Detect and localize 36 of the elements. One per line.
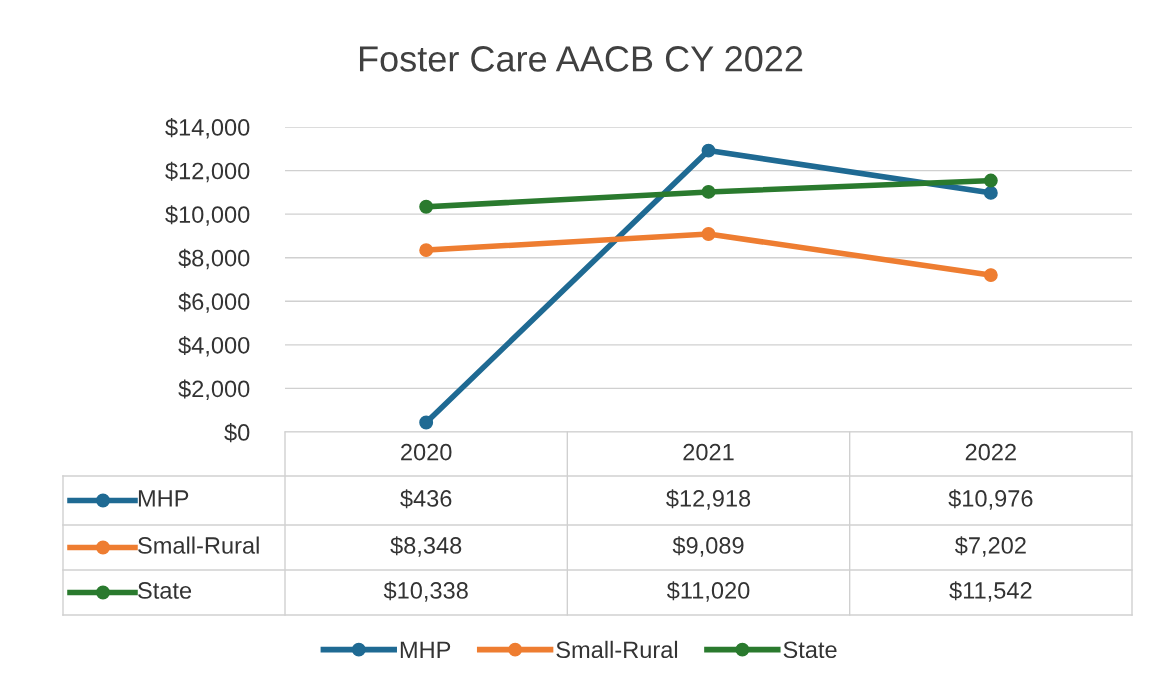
y-tick-label: $2,000 [178,379,250,401]
legend-label: State [783,641,837,659]
legend-label: MHP [400,641,451,658]
y-tick-label: $0 [224,423,250,443]
point [419,243,434,258]
data-label: $12,918 [666,489,751,510]
point [983,185,998,200]
point [983,173,998,188]
data-label: $436 [400,489,452,509]
y-tick-label: $10,000 [165,205,250,226]
text: State [138,582,192,599]
point [983,268,998,283]
point [701,184,716,199]
data-label: $7,202 [954,536,1026,557]
data-label: $11,542 [949,581,1032,602]
point [419,199,434,214]
data-label: $10,976 [948,489,1033,510]
data-label: $11,020 [666,581,750,602]
x-tick-label: 2020 [401,443,452,461]
x-tick-label: 2021 [683,443,734,461]
point [701,227,716,241]
data-label: $8,348 [390,536,462,557]
point [701,143,716,158]
y-tick-label: $6,000 [178,292,250,313]
y-tick-label: $4,000 [178,335,250,357]
legend-label: Small-Rural [138,536,259,554]
data-label: $10,338 [383,581,468,602]
x-tick-label: 2022 [965,443,1016,461]
y-tick-label: $14,000 [165,118,250,139]
y-tick-label: $8,000 [178,248,250,270]
chart-title: Foster Care AACB CY 2022 [359,46,803,72]
text: MHP [138,490,189,507]
point [419,415,434,430]
text: Small-Rural [556,640,678,659]
data-label: $9,089 [672,536,744,557]
y-tick-label: $12,000 [165,161,250,183]
